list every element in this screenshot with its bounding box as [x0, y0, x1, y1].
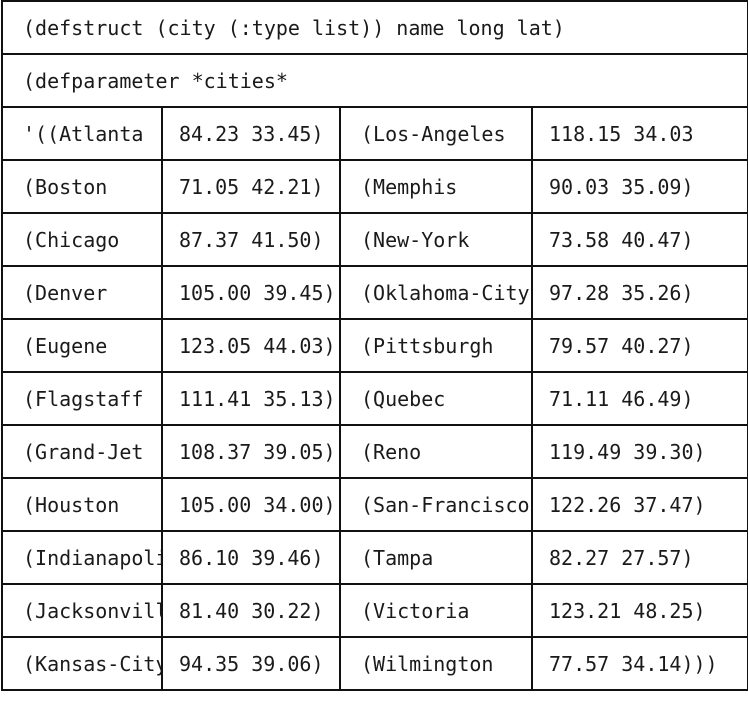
- cities-table-body: (defstruct (city (:type list)) name long…: [0, 0, 748, 691]
- city-name-cell: (Memphis: [339, 159, 533, 214]
- city-name-cell: (Wilmington: [339, 636, 533, 691]
- city-coords-cell: 108.37 39.05): [161, 424, 341, 479]
- table-row: (Eugene 123.05 44.03) (Pittsburgh 79.57 …: [1, 318, 748, 373]
- city-name-cell: (Pittsburgh: [339, 318, 533, 373]
- city-name-cell: (Los-Angeles: [339, 106, 533, 161]
- city-name-cell: (Eugene: [1, 318, 163, 373]
- city-coords-cell: 123.21 48.25): [530, 583, 748, 638]
- city-name-cell: (Jacksonville: [1, 583, 163, 638]
- city-coords-cell: 73.58 40.47): [530, 212, 748, 267]
- city-name-cell: (San-Francisco: [339, 477, 533, 532]
- city-name-cell: (Denver: [1, 265, 163, 320]
- city-coords-cell: 97.28 35.26): [530, 265, 748, 320]
- city-name-cell: (Reno: [339, 424, 533, 479]
- city-coords-cell: 118.15 34.03: [530, 106, 748, 161]
- table-row: (Kansas-City 94.35 39.06) (Wilmington 77…: [1, 636, 748, 691]
- city-coords-cell: 82.27 27.57): [530, 530, 748, 585]
- city-coords-cell: 81.40 30.22): [161, 583, 341, 638]
- city-name-cell: (Tampa: [339, 530, 533, 585]
- city-coords-cell: 94.35 39.06): [161, 636, 341, 691]
- city-coords-cell: 122.26 37.47): [530, 477, 748, 532]
- city-name-cell: (Kansas-City: [1, 636, 163, 691]
- city-name-cell: '((Atlanta: [1, 106, 163, 161]
- city-name-cell: (Quebec: [339, 371, 533, 426]
- city-coords-cell: 105.00 39.45): [161, 265, 341, 320]
- city-name-cell: (Indianapolis: [1, 530, 163, 585]
- defparameter-line: (defparameter *cities*: [0, 53, 748, 108]
- city-coords-cell: 77.57 34.14))): [530, 636, 748, 691]
- city-coords-cell: 123.05 44.03): [161, 318, 341, 373]
- city-coords-cell: 84.23 33.45): [161, 106, 341, 161]
- table-row: (Grand-Jet 108.37 39.05) (Reno 119.49 39…: [1, 424, 748, 479]
- city-name-cell: (Houston: [1, 477, 163, 532]
- table-row: (Denver 105.00 39.45) (Oklahoma-City 97.…: [1, 265, 748, 320]
- table-row: (Boston 71.05 42.21) (Memphis 90.03 35.0…: [1, 159, 748, 214]
- city-coords-cell: 111.41 35.13): [161, 371, 341, 426]
- city-coords-cell: 86.10 39.46): [161, 530, 341, 585]
- defparameter-row: (defparameter *cities*: [0, 53, 748, 108]
- defstruct-row: (defstruct (city (:type list)) name long…: [0, 0, 748, 55]
- city-coords-cell: 71.05 42.21): [161, 159, 341, 214]
- city-name-cell: (Flagstaff: [1, 371, 163, 426]
- city-name-cell: (Boston: [1, 159, 163, 214]
- cities-code-table: (defstruct (city (:type list)) name long…: [0, 0, 748, 691]
- city-name-cell: (Victoria: [339, 583, 533, 638]
- city-coords-cell: 79.57 40.27): [530, 318, 748, 373]
- table-row: (Chicago 87.37 41.50) (New-York 73.58 40…: [1, 212, 748, 267]
- city-coords-cell: 87.37 41.50): [161, 212, 341, 267]
- city-coords-cell: 119.49 39.30): [530, 424, 748, 479]
- table-row: (Houston 105.00 34.00) (San-Francisco 12…: [1, 477, 748, 532]
- city-coords-cell: 71.11 46.49): [530, 371, 748, 426]
- city-coords-cell: 90.03 35.09): [530, 159, 748, 214]
- city-name-cell: (Oklahoma-City: [339, 265, 533, 320]
- city-name-cell: (Grand-Jet: [1, 424, 163, 479]
- table-row: (Jacksonville 81.40 30.22) (Victoria 123…: [1, 583, 748, 638]
- table-row: (Indianapolis 86.10 39.46) (Tampa 82.27 …: [1, 530, 748, 585]
- table-row: (Flagstaff 111.41 35.13) (Quebec 71.11 4…: [1, 371, 748, 426]
- city-name-cell: (New-York: [339, 212, 533, 267]
- table-row: '((Atlanta 84.23 33.45) (Los-Angeles 118…: [1, 106, 748, 161]
- city-coords-cell: 105.00 34.00): [161, 477, 341, 532]
- defstruct-line: (defstruct (city (:type list)) name long…: [0, 0, 748, 55]
- city-name-cell: (Chicago: [1, 212, 163, 267]
